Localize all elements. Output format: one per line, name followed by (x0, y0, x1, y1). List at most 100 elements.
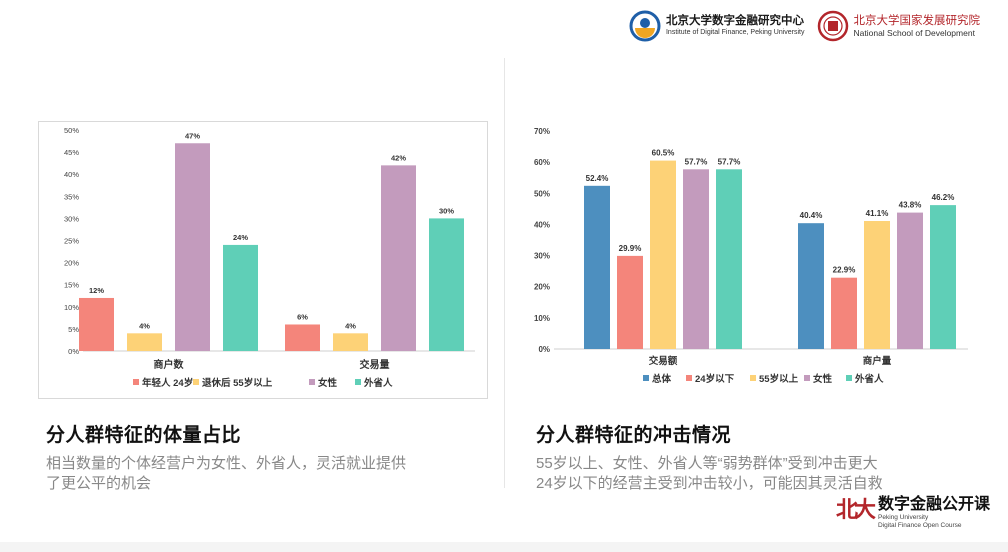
legend-label: 女性 (318, 377, 338, 389)
right-section-title: 分人群特征的冲击情况 (536, 425, 732, 446)
y-tick-label: 10% (64, 303, 79, 312)
bar (381, 165, 416, 351)
y-tick-label: 10% (534, 314, 550, 323)
y-tick-label: 25% (64, 237, 79, 246)
y-tick-label: 50% (64, 126, 79, 135)
x-category-label: 交易量 (360, 358, 390, 371)
bottom-bar (0, 542, 1008, 552)
bar (798, 223, 824, 349)
data-label: 40.4% (800, 211, 823, 220)
data-label: 41.1% (866, 209, 889, 218)
bar (617, 255, 643, 349)
data-label: 22.9% (833, 266, 856, 275)
bar (584, 185, 610, 349)
right-body-line-1: 55岁以上、女性、外省人等“弱势群体”受到冲击更大 (536, 455, 878, 472)
bar (683, 169, 709, 349)
x-category-label: 商户数 (154, 358, 185, 371)
nsd-name-en: National School of Development (853, 28, 975, 38)
bar (79, 297, 114, 351)
left-body-line-2: 了更公平的机会 (46, 475, 152, 492)
data-label: 57.7% (685, 157, 708, 166)
data-label: 57.7% (718, 157, 741, 166)
bar (175, 143, 210, 351)
legend-label: 外省人 (363, 377, 393, 389)
data-label: 12% (89, 286, 104, 295)
y-tick-label: 45% (64, 148, 79, 157)
y-tick-label: 50% (534, 189, 550, 198)
bar (930, 205, 956, 349)
legend-swatch (686, 375, 692, 381)
legend-label: 女性 (813, 373, 833, 385)
bar (333, 333, 368, 351)
pku-calligraphy-logo: 北大 (836, 497, 876, 522)
bar (127, 333, 162, 351)
right-chart-frame: 0% 10% 20% 30% 40% 50% 60% 70% 52.4% 29.9% 60.5% 57… (528, 121, 974, 397)
y-tick-label: 30% (534, 252, 550, 261)
pku-digital-finance-logo: 北京大学数字金融研究中心 Institute of Digital Financ… (629, 10, 805, 42)
bar (831, 277, 857, 349)
data-label: 42% (391, 153, 406, 162)
left-chart-frame: 0% 5% 10% 15% 20% 25% 30% 35% 40% 45% 50% 12% 4% 47% 2… (38, 121, 488, 399)
pku-idf-emblem-icon (629, 10, 661, 42)
y-tick-label: 20% (534, 283, 550, 292)
legend-label: 外省人 (854, 373, 884, 385)
legend-label: 55岁以上 (759, 373, 799, 385)
legend-swatch (846, 375, 852, 381)
data-label: 29.9% (619, 244, 642, 253)
y-tick-label: 20% (64, 259, 79, 268)
legend-swatch (750, 375, 756, 381)
bar (650, 160, 676, 349)
legend-swatch (193, 379, 199, 385)
nsd-logo: 北京大学国家发展研究院 National School of Developme… (817, 10, 981, 42)
data-label: 30% (439, 206, 454, 215)
y-tick-label: 0% (68, 347, 79, 356)
course-name-cn: 数字金融公开课 (878, 496, 991, 513)
y-tick-label: 15% (64, 281, 79, 290)
left-section-body: 相当数量的个体经营户为女性、外省人，灵活就业提供 了更公平的机会 (46, 454, 406, 494)
y-tick-label: 70% (534, 127, 550, 136)
header-logos: 北京大学数字金融研究中心 Institute of Digital Financ… (629, 8, 980, 44)
y-tick-label: 5% (68, 325, 79, 334)
left-bar-chart: 0% 5% 10% 15% 20% 25% 30% 35% 40% 45% 50% 12% 4% 47% 2… (64, 126, 475, 389)
bar (716, 169, 742, 349)
bar (864, 221, 890, 349)
right-section-body: 55岁以上、女性、外省人等“弱势群体”受到冲击更大 24岁以下的经营主受到冲击较… (536, 454, 883, 494)
bar (897, 212, 923, 349)
legend-label: 总体 (652, 373, 672, 385)
column-divider (504, 58, 505, 488)
course-name-en-1: Peking University (878, 514, 929, 521)
legend-label: 退休后 55岁以上 (202, 377, 273, 389)
data-label: 46.2% (932, 193, 955, 202)
nsd-name-cn: 北京大学国家发展研究院 (853, 15, 981, 27)
y-tick-label: 35% (64, 192, 79, 201)
data-label: 6% (297, 312, 308, 321)
legend-swatch (309, 379, 315, 385)
legend-swatch (804, 375, 810, 381)
course-name-en-2: Digital Finance Open Course (878, 522, 962, 529)
x-category-label: 交易额 (649, 355, 678, 367)
pku-seal-icon (817, 10, 848, 42)
y-tick-label: 30% (64, 214, 79, 223)
data-label: 4% (139, 321, 150, 330)
bar (285, 324, 320, 351)
legend-swatch (643, 375, 649, 381)
y-tick-label: 0% (538, 345, 550, 354)
bar (429, 218, 464, 351)
data-label: 52.4% (586, 174, 609, 183)
pku-idf-name-en: Institute of Digital Finance, Peking Uni… (665, 29, 805, 36)
left-section-title: 分人群特征的体量占比 (46, 425, 242, 446)
data-label: 47% (185, 131, 200, 140)
legend-swatch (355, 379, 361, 385)
bar (223, 244, 258, 351)
open-course-logo: 北大 数字金融公开课 Peking University Digital Fin… (836, 496, 990, 530)
right-body-line-2: 24岁以下的经营主受到冲击较小，可能因其灵活自救 (536, 475, 883, 492)
legend-swatch (133, 379, 139, 385)
legend-label: 年轻人 24岁 (142, 377, 193, 389)
y-tick-label: 60% (534, 158, 550, 167)
right-bar-chart: 0% 10% 20% 30% 40% 50% 60% 70% 52.4% 29.9% 60.5% 57… (534, 127, 968, 385)
data-label: 24% (233, 233, 248, 242)
y-tick-label: 40% (64, 170, 79, 179)
data-label: 60.5% (652, 149, 675, 158)
legend-label: 24岁以下 (695, 373, 735, 385)
y-tick-label: 40% (534, 220, 550, 229)
